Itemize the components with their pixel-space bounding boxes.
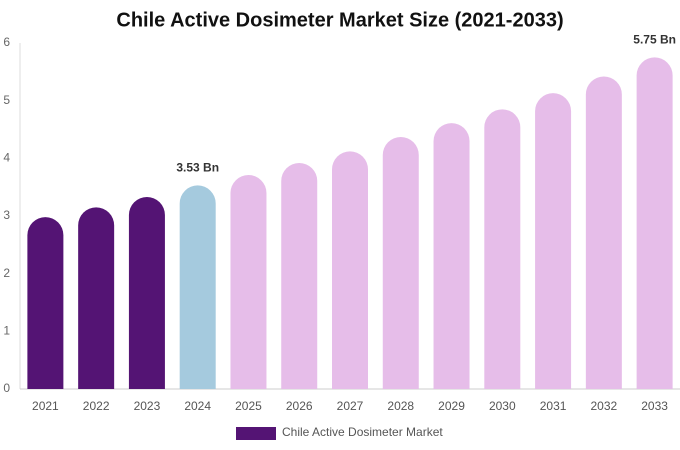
bar (585, 76, 622, 390)
x-tick-label: 2032 (590, 399, 617, 413)
y-tick-label: 4 (3, 151, 10, 165)
x-tick-label: 2028 (387, 399, 414, 413)
x-tick-label: 2025 (235, 399, 262, 413)
chart-title: Chile Active Dosimeter Market Size (2021… (116, 9, 563, 31)
y-tick-label: 6 (3, 35, 10, 49)
bar (230, 175, 267, 389)
bar (27, 217, 64, 389)
x-tick-label: 2029 (438, 399, 465, 413)
legend-swatch (236, 427, 276, 440)
bar (535, 93, 572, 390)
x-tick-label: 2030 (489, 399, 516, 413)
y-tick-label: 5 (3, 93, 10, 107)
bar (332, 151, 368, 389)
x-tick-label: 2021 (32, 399, 59, 413)
y-tick-label: 0 (3, 381, 10, 395)
bar (281, 162, 318, 389)
bar (484, 109, 521, 390)
x-tick-label: 2023 (134, 399, 161, 413)
bar (636, 57, 673, 390)
bar (179, 185, 216, 389)
x-tick-label: 2022 (83, 399, 110, 413)
data-label: 5.75 Bn (633, 33, 676, 47)
x-tick-label: 2031 (540, 399, 567, 413)
x-tick-label: 2027 (337, 399, 364, 413)
y-tick-label: 1 (3, 324, 10, 338)
x-tick-label: 2033 (641, 399, 668, 413)
bar (382, 136, 419, 389)
data-label: 3.53 Bn (176, 161, 219, 175)
x-tick-label: 2024 (184, 399, 211, 413)
y-tick-label: 2 (3, 266, 10, 280)
x-tick-label: 2026 (286, 399, 313, 413)
bar (128, 196, 165, 389)
y-tick-label: 3 (3, 208, 10, 222)
legend-label: Chile Active Dosimeter Market (282, 425, 443, 439)
bar (78, 207, 115, 389)
bar (433, 123, 470, 389)
